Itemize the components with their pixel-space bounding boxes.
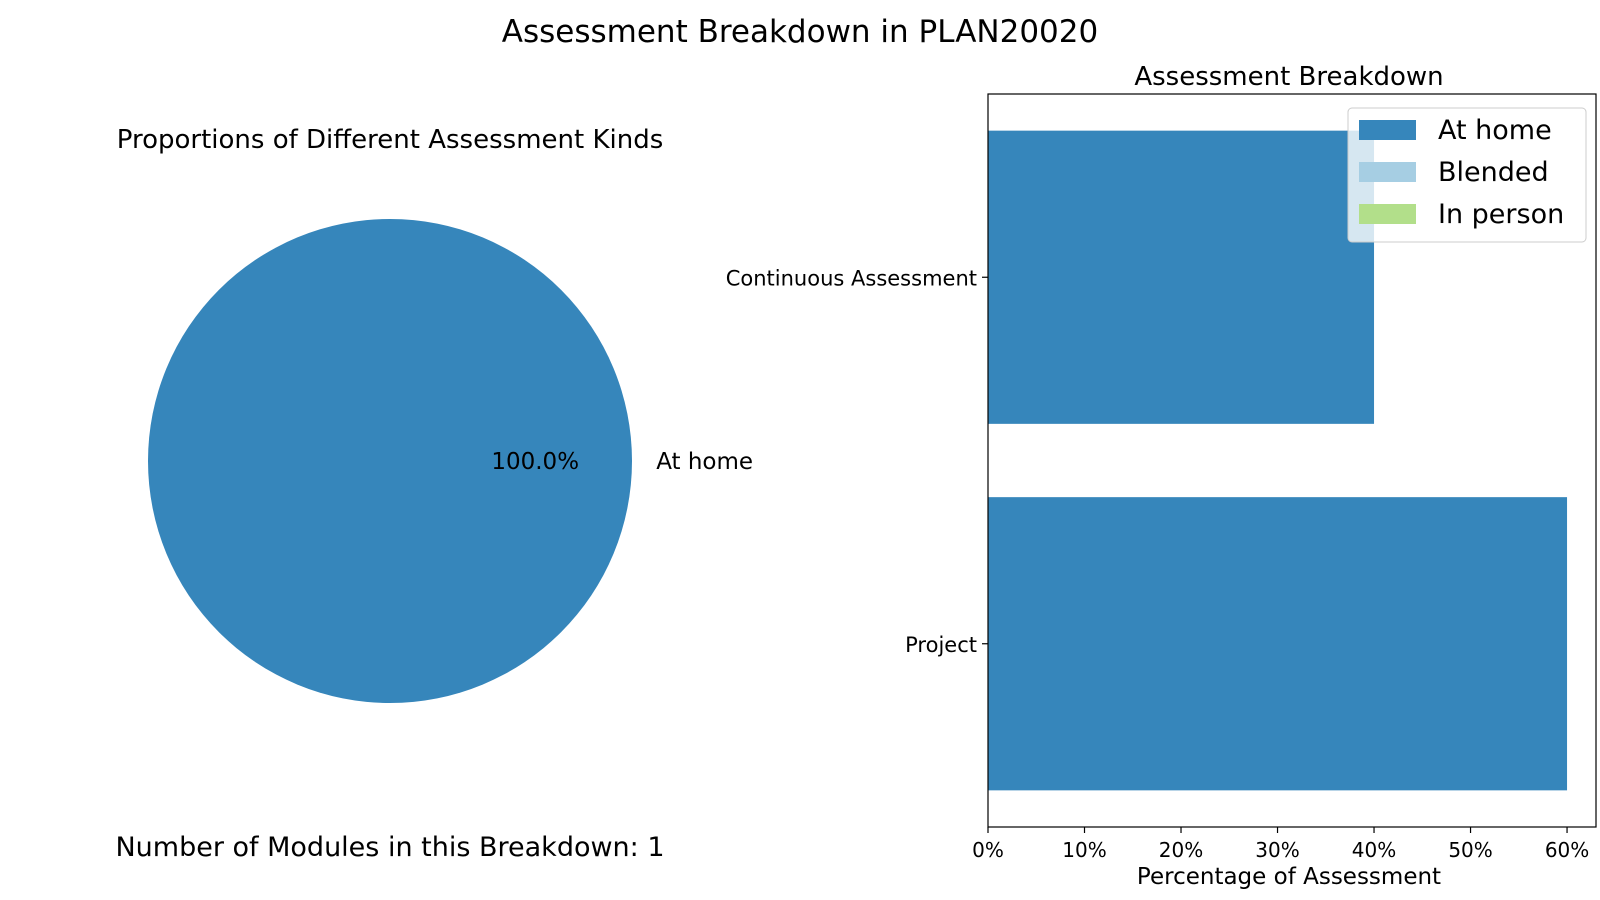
y-tick-label: Project (905, 633, 977, 657)
x-tick-label: 10% (1062, 838, 1106, 862)
bar-x-axis: 0% 10% 20% 30% 40% 50% 60% (972, 827, 1589, 862)
x-tick-label: 60% (1545, 838, 1589, 862)
x-tick-label: 40% (1352, 838, 1396, 862)
legend-swatch (1359, 204, 1416, 224)
figure-title: Assessment Breakdown in PLAN20020 (501, 14, 1099, 50)
bar-series-group (988, 130, 1568, 791)
pie-slices: At home 100.0% (148, 219, 753, 703)
pie-slice-label: At home (656, 449, 753, 475)
x-tick-label: 30% (1255, 838, 1299, 862)
legend-swatch (1359, 162, 1416, 182)
legend-swatch (1359, 120, 1416, 140)
bar (988, 497, 1568, 791)
x-tick-label: 0% (972, 838, 1004, 862)
pie-chart: Proportions of Different Assessment Kind… (115, 125, 753, 863)
bar-x-axis-label: Percentage of Assessment (1137, 864, 1441, 890)
pie-slice (148, 219, 632, 703)
bar-y-axis: Continuous Assessment Project (726, 266, 988, 657)
x-tick-label: 20% (1159, 838, 1203, 862)
legend-label: Blended (1438, 157, 1549, 188)
bar (988, 130, 1375, 424)
bar-title: Assessment Breakdown (1134, 62, 1443, 92)
pie-title: Proportions of Different Assessment Kind… (117, 125, 664, 155)
legend-label: In person (1438, 199, 1564, 230)
bar-chart: Assessment Breakdown Continuous Assessme… (726, 62, 1597, 890)
legend-label: At home (1438, 115, 1552, 146)
pie-percent-label: 100.0% (491, 449, 579, 475)
y-tick-label: Continuous Assessment (726, 266, 977, 290)
bar-axes-frame (987, 93, 1597, 828)
bar-legend: At home Blended In person (1347, 107, 1587, 243)
x-tick-label: 50% (1448, 838, 1492, 862)
pie-footer: Number of Modules in this Breakdown: 1 (115, 832, 664, 863)
